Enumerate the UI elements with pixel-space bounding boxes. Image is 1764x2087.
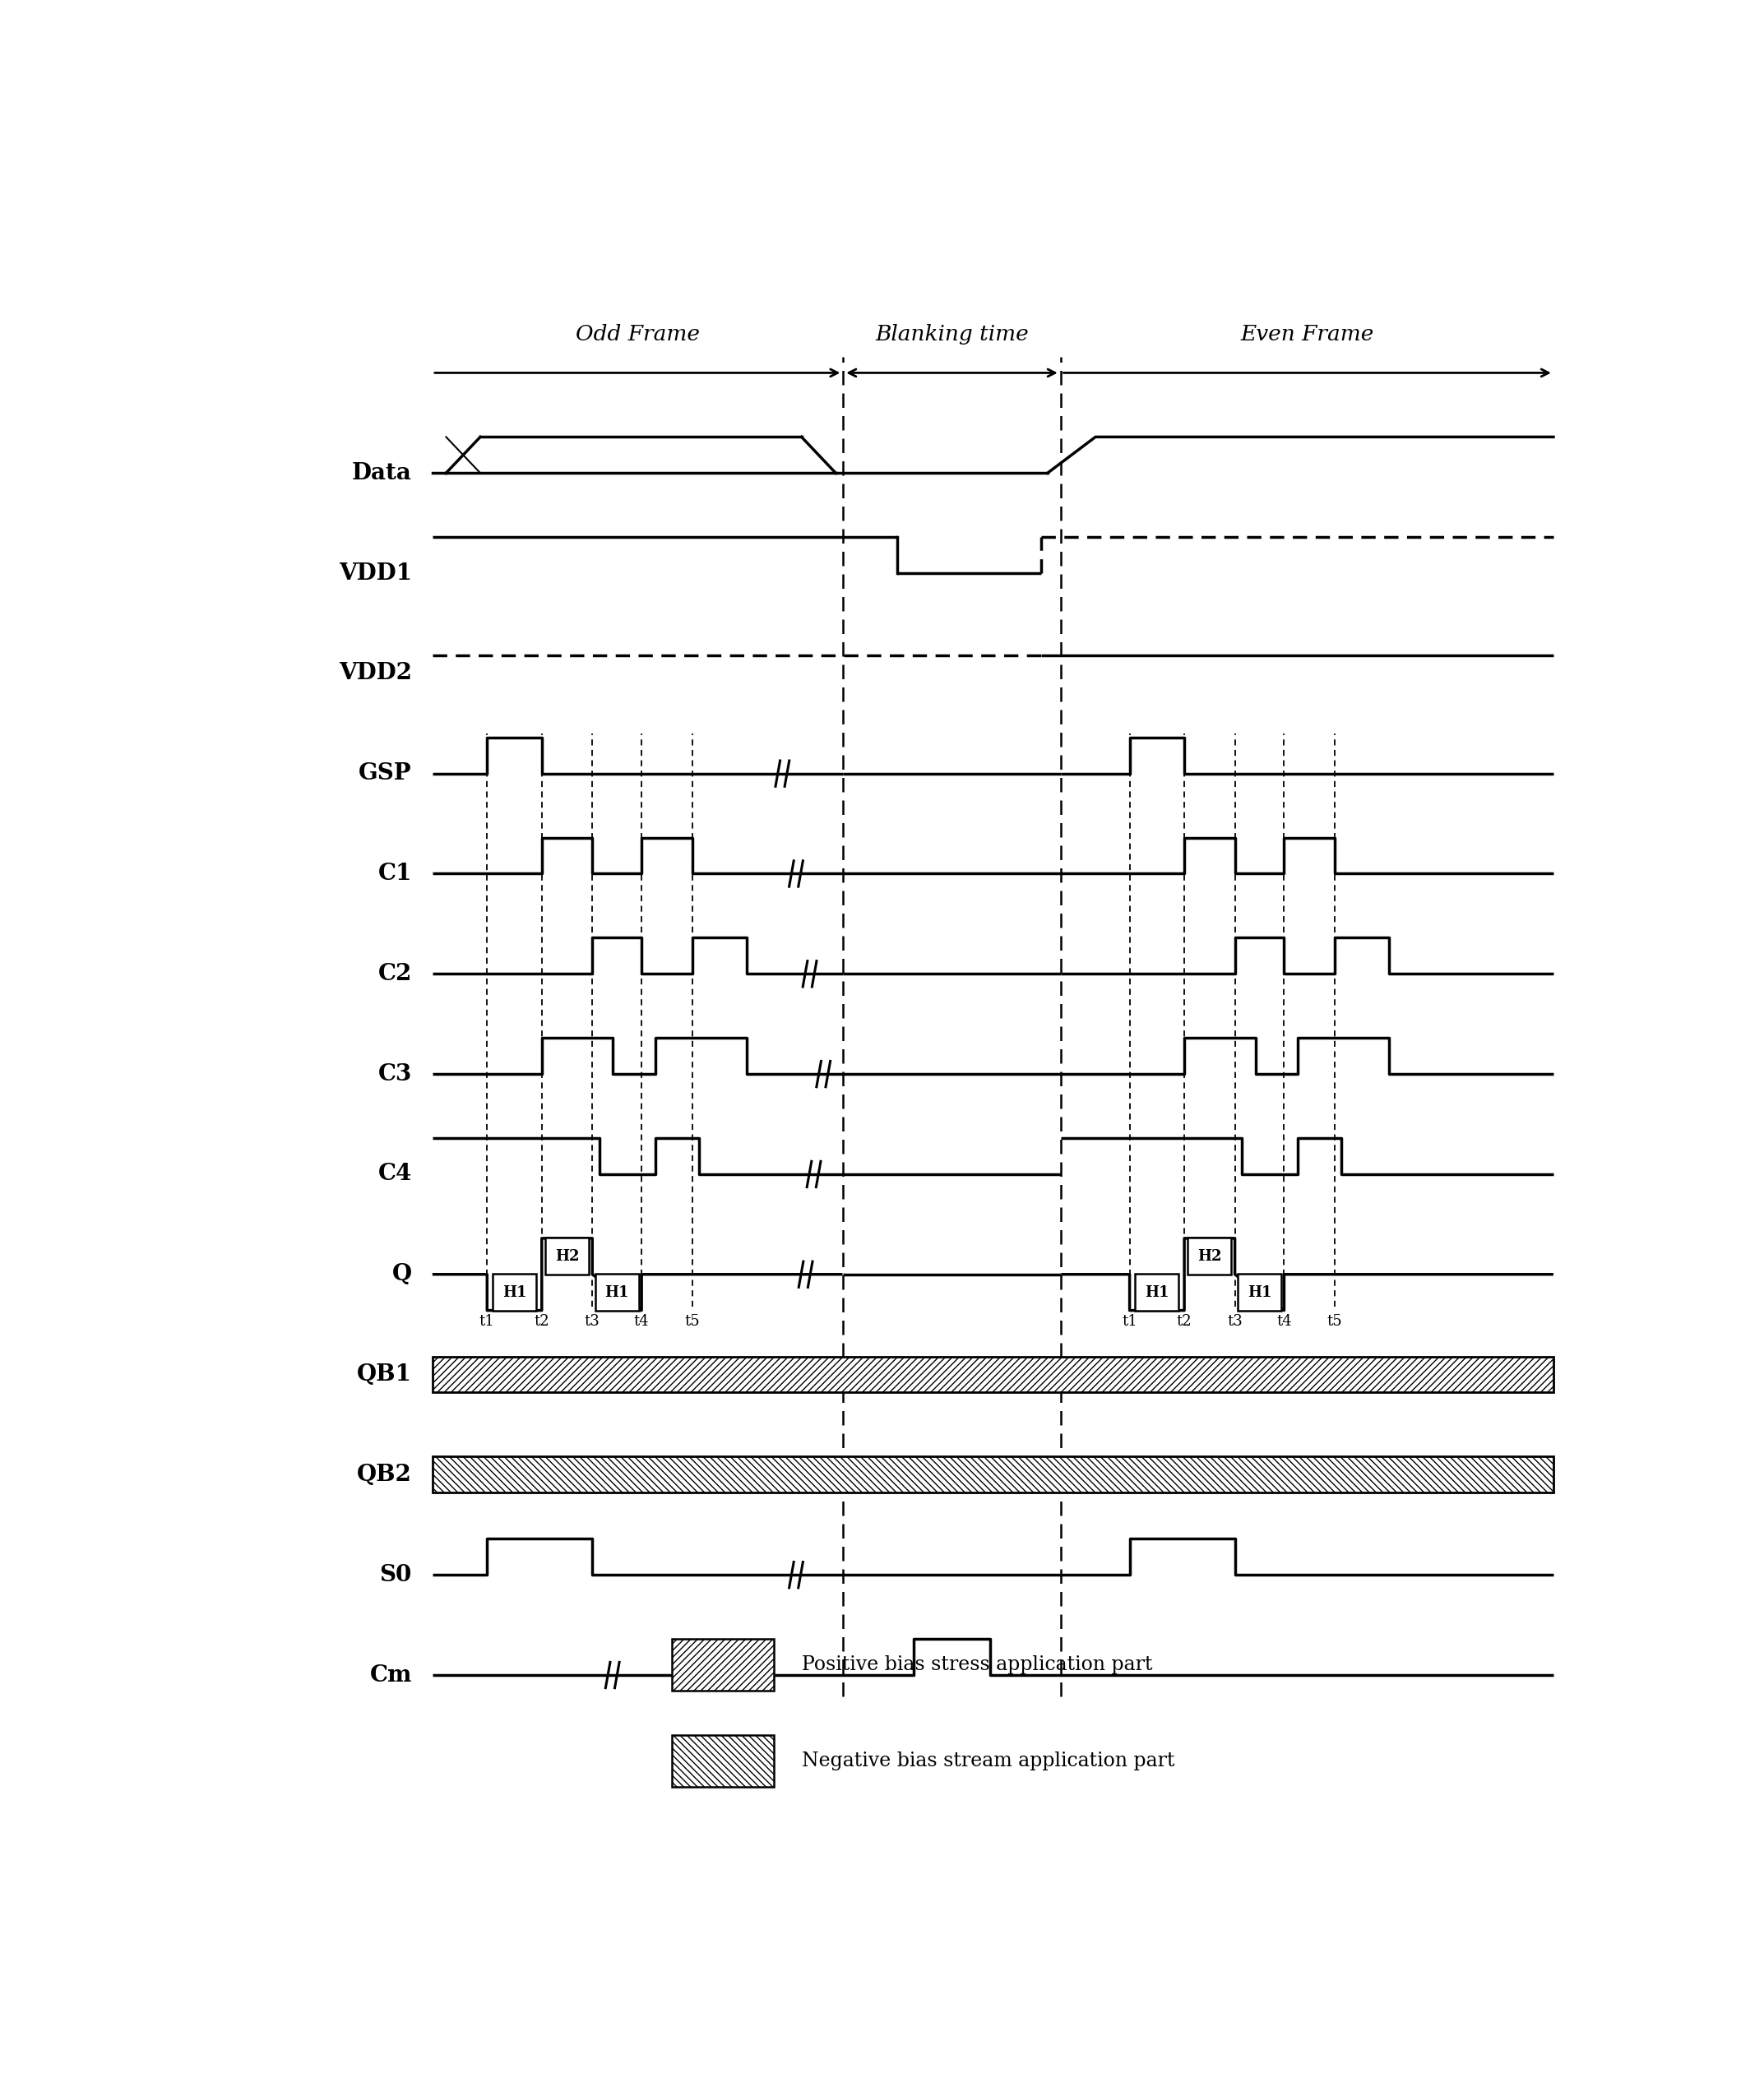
- Text: t2: t2: [1177, 1315, 1192, 1329]
- Text: S0: S0: [379, 1563, 411, 1586]
- Text: H2: H2: [556, 1248, 579, 1265]
- Text: C2: C2: [377, 962, 411, 985]
- Text: t3: t3: [1228, 1315, 1242, 1329]
- Text: C1: C1: [377, 862, 411, 885]
- Text: VDD2: VDD2: [339, 662, 411, 685]
- FancyBboxPatch shape: [1238, 1273, 1281, 1311]
- Text: t1: t1: [1122, 1315, 1138, 1329]
- Text: t4: t4: [1277, 1315, 1291, 1329]
- Text: C3: C3: [377, 1062, 411, 1085]
- Text: H1: H1: [1145, 1286, 1170, 1300]
- Text: Negative bias stream application part: Negative bias stream application part: [801, 1751, 1175, 1770]
- FancyBboxPatch shape: [492, 1273, 536, 1311]
- Text: Odd Frame: Odd Frame: [575, 323, 700, 344]
- Text: Even Frame: Even Frame: [1240, 323, 1374, 344]
- FancyBboxPatch shape: [594, 1273, 639, 1311]
- Text: GSP: GSP: [358, 762, 411, 785]
- Text: t3: t3: [584, 1315, 600, 1329]
- FancyBboxPatch shape: [1187, 1238, 1231, 1275]
- Text: Data: Data: [353, 461, 411, 484]
- FancyBboxPatch shape: [545, 1238, 589, 1275]
- Text: Blanking time: Blanking time: [875, 323, 1028, 344]
- Bar: [432, 1457, 1554, 1492]
- Text: t1: t1: [480, 1315, 494, 1329]
- Text: t2: t2: [534, 1315, 549, 1329]
- Bar: [432, 1357, 1554, 1392]
- Text: QB2: QB2: [356, 1463, 411, 1486]
- Text: VDD1: VDD1: [339, 561, 411, 584]
- Text: H2: H2: [1198, 1248, 1222, 1265]
- Text: QB1: QB1: [356, 1363, 411, 1386]
- Text: t5: t5: [1327, 1315, 1342, 1329]
- Text: Q: Q: [392, 1263, 411, 1286]
- Text: Cm: Cm: [370, 1663, 411, 1686]
- FancyBboxPatch shape: [1134, 1273, 1178, 1311]
- Bar: [672, 1734, 774, 1786]
- Text: H1: H1: [1247, 1286, 1272, 1300]
- Text: t5: t5: [684, 1315, 700, 1329]
- Text: Positive bias stress application part: Positive bias stress application part: [801, 1655, 1152, 1674]
- Bar: [672, 1638, 774, 1690]
- Text: H1: H1: [503, 1286, 527, 1300]
- Text: H1: H1: [605, 1286, 630, 1300]
- Text: C4: C4: [377, 1162, 411, 1185]
- Text: t4: t4: [633, 1315, 649, 1329]
